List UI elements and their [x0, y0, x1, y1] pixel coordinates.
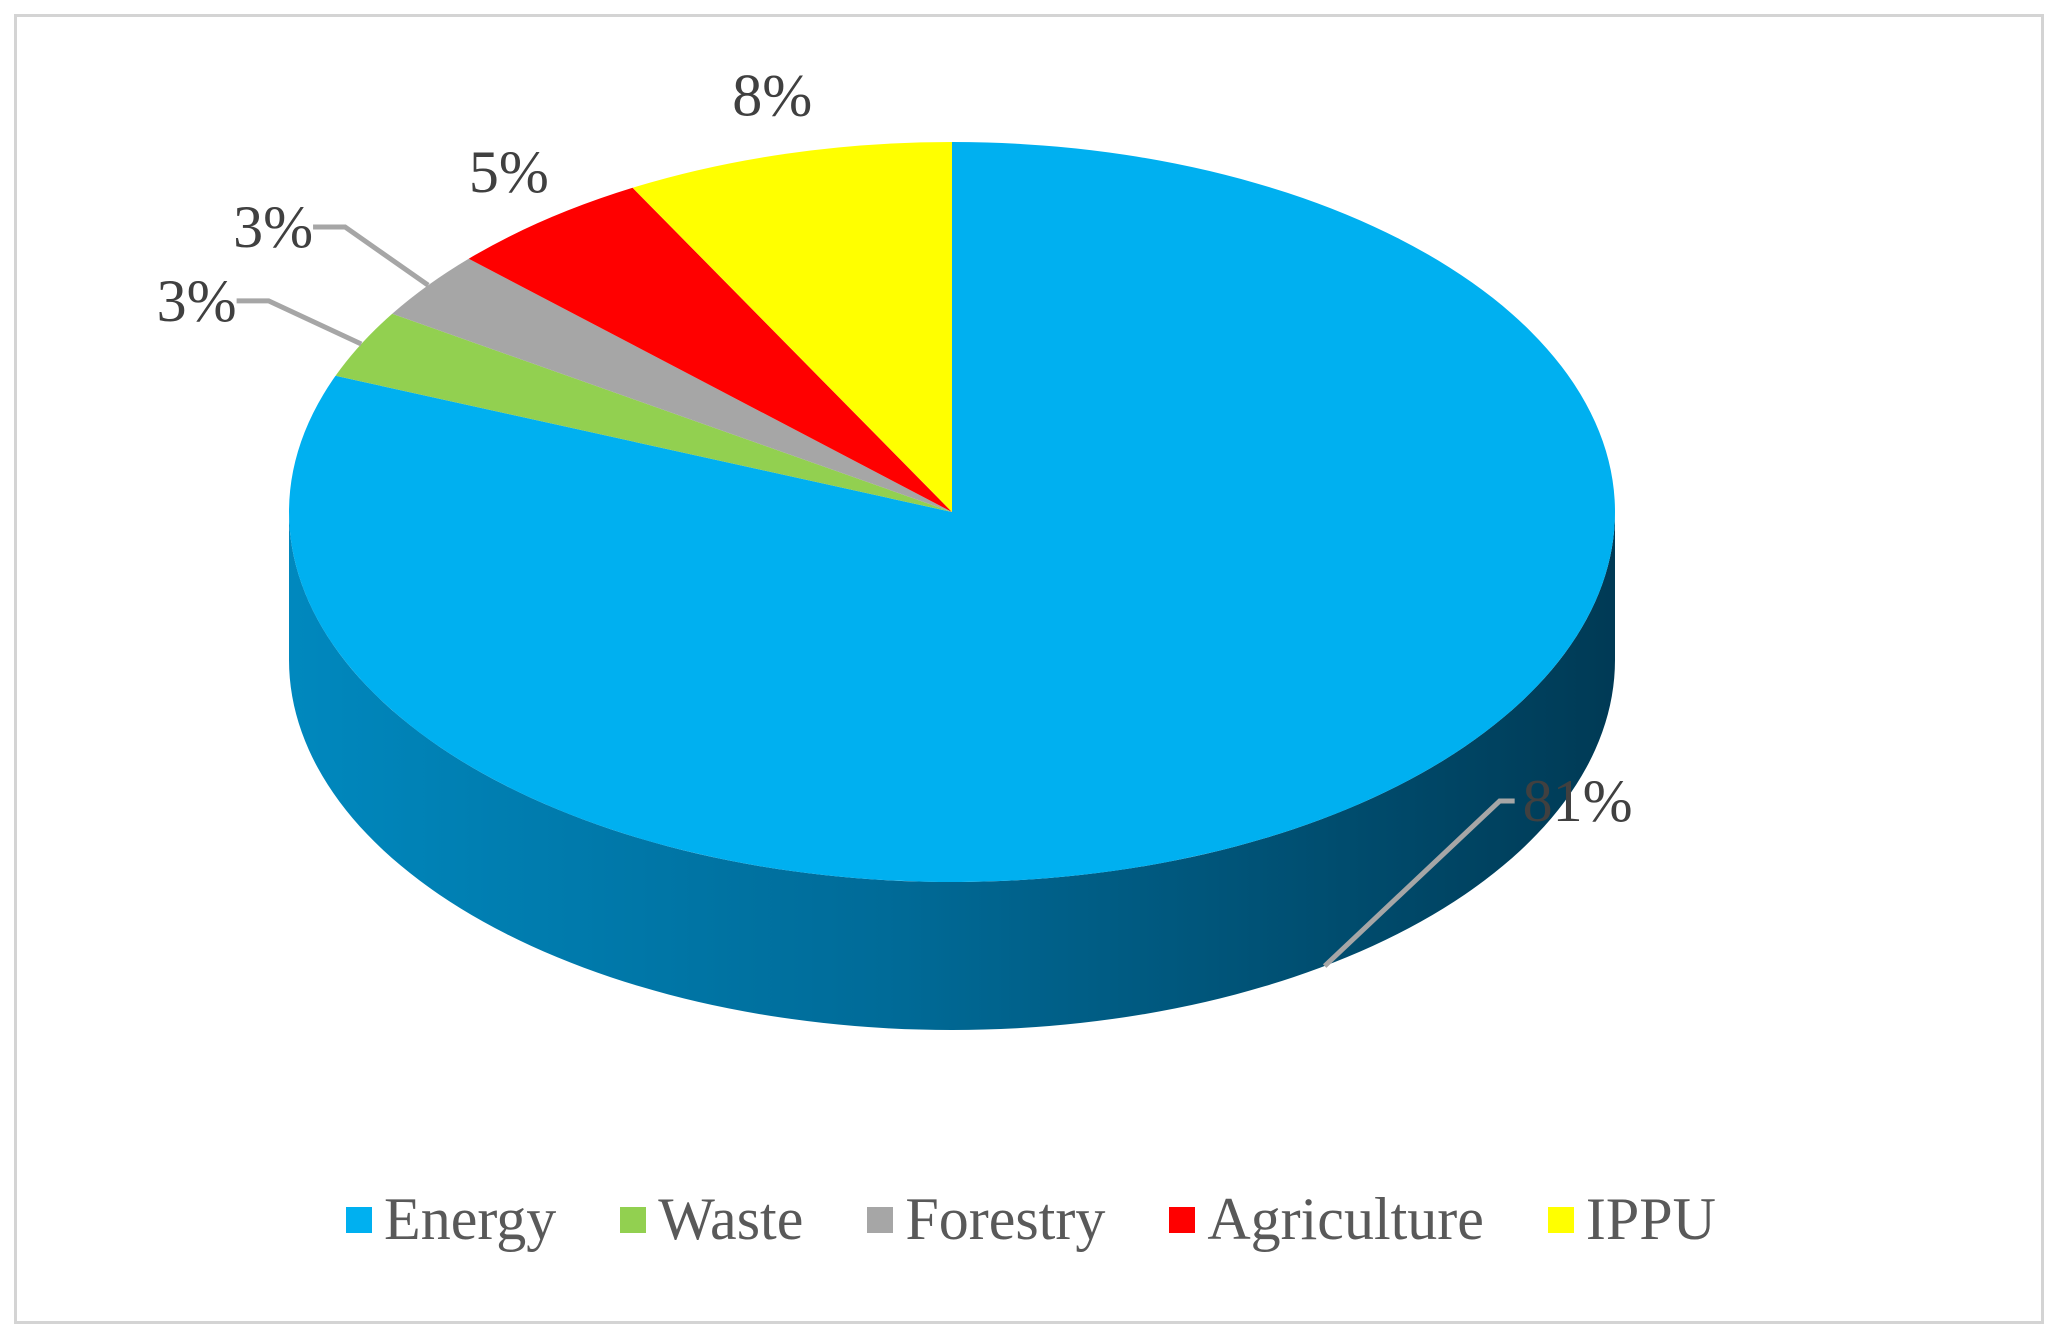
legend-swatch-waste — [620, 1206, 647, 1233]
leader-line-energy — [1322, 798, 1515, 968]
data-label-ippu: 8% — [732, 63, 812, 129]
data-label-agriculture: 5% — [469, 139, 549, 205]
legend-item-agriculture[interactable]: Agriculture — [1169, 1185, 1484, 1254]
pie-slice-agriculture[interactable] — [468, 187, 952, 512]
pie-slice-waste[interactable] — [335, 313, 952, 512]
legend-item-waste[interactable]: Waste — [620, 1185, 803, 1254]
legend-label-energy: Energy — [384, 1186, 557, 1252]
data-label-energy: 81% — [1523, 768, 1633, 834]
pie-slice-ippu[interactable] — [632, 142, 952, 512]
data-label-forestry: 3% — [233, 194, 313, 260]
legend-label-agriculture: Agriculture — [1207, 1186, 1484, 1252]
legend-item-forestry[interactable]: Forestry — [867, 1185, 1105, 1254]
legend-label-ippu: IPPU — [1585, 1186, 1716, 1252]
pie-slice-forestry[interactable] — [392, 258, 952, 512]
leader-line-waste — [236, 298, 363, 347]
legend-swatch-agriculture — [1169, 1206, 1196, 1233]
pie-side-wall-shape — [289, 512, 1615, 1030]
legend-swatch-energy — [346, 1206, 373, 1233]
legend-label-waste: Waste — [658, 1186, 804, 1252]
legend-swatch-forestry — [867, 1206, 894, 1233]
leader-line-forestry — [313, 224, 430, 288]
legend: Energy Waste Forestry Agriculture IPPU — [0, 1185, 2062, 1254]
data-label-waste: 3% — [157, 268, 237, 334]
pie-side-wall — [289, 512, 1615, 1030]
pie-slice-energy[interactable] — [288, 142, 1615, 882]
legend-item-ippu[interactable]: IPPU — [1547, 1185, 1716, 1254]
legend-item-energy[interactable]: Energy — [346, 1185, 556, 1254]
legend-swatch-ippu — [1547, 1206, 1574, 1233]
legend-label-forestry: Forestry — [905, 1186, 1106, 1252]
